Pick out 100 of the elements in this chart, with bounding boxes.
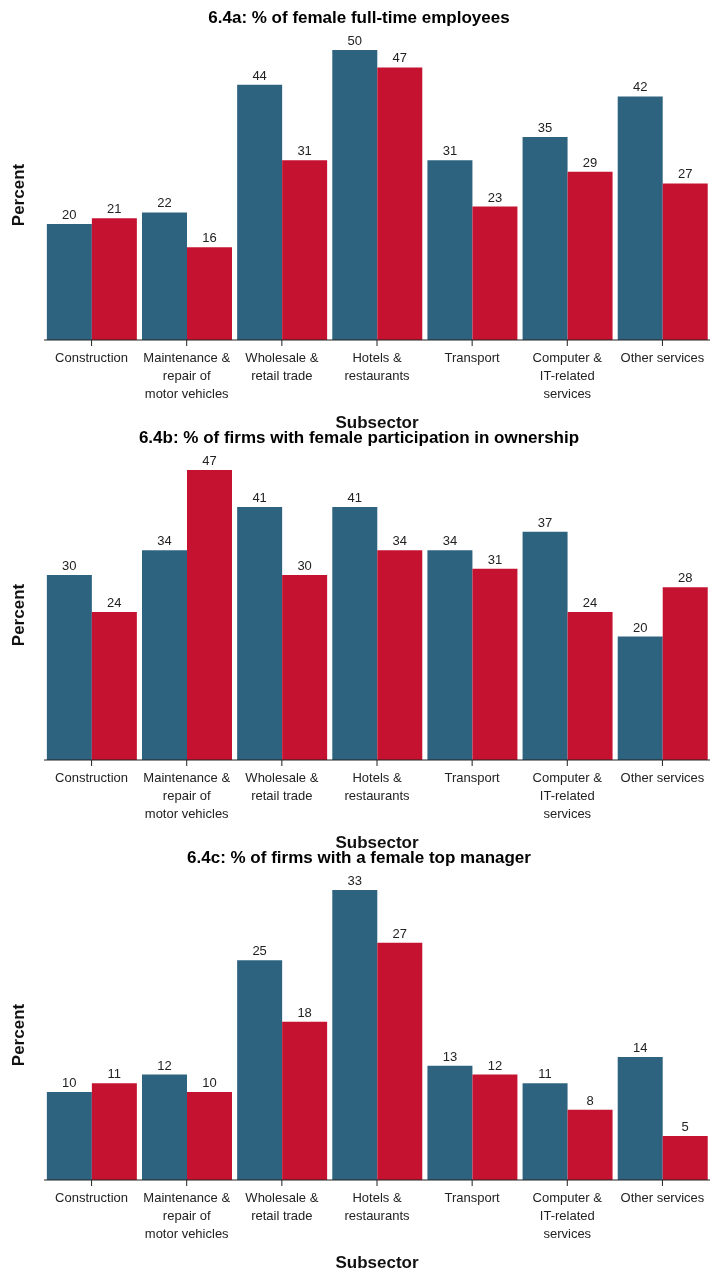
bar (91, 1083, 137, 1180)
bar (377, 942, 423, 1180)
data-label: 29 (582, 154, 598, 170)
x-tick-label: Construction (55, 770, 129, 785)
y-axis-title: Percent (9, 583, 29, 647)
data-label: 34 (157, 533, 172, 549)
x-tick-label: Hotels & restaurants (344, 350, 411, 383)
bar (427, 1065, 473, 1180)
data-label: 8 (586, 1092, 594, 1108)
bar (662, 587, 708, 760)
data-label: 27 (677, 166, 693, 182)
data-label: 47 (392, 50, 408, 66)
data-label: 34 (392, 533, 408, 549)
y-axis-title: Percent (9, 1003, 29, 1067)
data-label: 41 (347, 490, 363, 506)
data-label: 12 (487, 1057, 503, 1073)
bar (237, 84, 283, 340)
bar (377, 550, 423, 760)
bar (332, 507, 378, 760)
x-tick-label: Computer & IT-related services (532, 350, 603, 401)
data-label: 35 (537, 120, 553, 135)
bar (46, 574, 92, 760)
bar (91, 218, 137, 340)
data-label: 31 (442, 143, 458, 159)
data-label: 21 (107, 201, 122, 217)
x-tick-label: Transport (444, 770, 501, 785)
bar (522, 137, 568, 340)
data-label: 10 (62, 1075, 77, 1091)
data-label: 12 (157, 1057, 172, 1073)
data-label: 22 (157, 195, 172, 211)
data-label: 41 (252, 490, 267, 506)
data-label: 5 (681, 1119, 689, 1135)
x-tick-label: Construction (55, 1190, 129, 1205)
bar (91, 611, 137, 760)
bar (522, 531, 568, 760)
data-label: 37 (537, 514, 553, 530)
bar (472, 1074, 518, 1180)
bar (472, 206, 518, 340)
x-tick-label: Transport (444, 350, 501, 365)
y-axis-title: Percent (9, 163, 29, 227)
data-label: 34 (442, 533, 458, 549)
data-label: 20 (62, 207, 77, 222)
bar (46, 224, 92, 340)
data-label: 44 (252, 67, 267, 83)
bar (472, 568, 518, 760)
data-label: 42 (632, 79, 648, 95)
data-label: 20 (632, 619, 648, 635)
data-label: 33 (347, 873, 363, 888)
data-label: 30 (62, 557, 77, 573)
data-label: 10 (202, 1075, 217, 1091)
data-label: 13 (442, 1048, 458, 1064)
bar (282, 160, 328, 340)
data-label: 27 (392, 925, 408, 941)
x-tick-label: Computer & IT-related services (532, 1190, 603, 1241)
bar (46, 1092, 92, 1180)
bar (617, 1056, 663, 1180)
bar (617, 96, 663, 340)
x-tick-label: Transport (444, 1190, 501, 1205)
bar (377, 67, 423, 340)
bar (237, 960, 283, 1180)
bar (282, 574, 328, 760)
bar (142, 212, 187, 340)
x-tick-label: Maintenance & repair of motor vehicles (143, 1190, 231, 1241)
chart-title: 6.4a: % of female full-time employees (207, 8, 511, 29)
x-tick-label: Computer & IT-related services (532, 770, 603, 821)
x-tick-label: Maintenance & repair of motor vehicles (143, 770, 231, 821)
bar (237, 507, 283, 760)
bar (522, 1083, 568, 1180)
bar (142, 550, 187, 760)
bar (662, 1136, 708, 1180)
bar (282, 1021, 328, 1180)
data-label: 25 (252, 943, 267, 959)
data-label: 23 (487, 189, 503, 205)
x-tick-label: Other services (620, 770, 705, 785)
data-label: 14 (632, 1039, 648, 1055)
x-tick-label: Wholesale & retail trade (245, 350, 319, 383)
x-tick-label: Construction (55, 350, 129, 365)
bar (332, 890, 378, 1180)
x-tick-label: Hotels & restaurants (344, 1190, 411, 1223)
data-label: 47 (202, 453, 217, 468)
data-label: 31 (487, 551, 503, 567)
data-label: 16 (202, 230, 217, 246)
bar (187, 1092, 232, 1180)
bar (662, 183, 708, 340)
data-label: 11 (107, 1066, 122, 1082)
data-label: 24 (582, 594, 598, 610)
data-label: 50 (347, 33, 363, 48)
bar (427, 160, 473, 340)
x-tick-label: Maintenance & repair of motor vehicles (143, 350, 231, 401)
data-label: 30 (297, 557, 312, 573)
data-label: 28 (677, 570, 693, 586)
bar (567, 611, 613, 760)
bar (142, 1074, 187, 1180)
x-tick-label: Hotels & restaurants (344, 770, 411, 803)
bar (567, 171, 613, 340)
data-label: 31 (297, 143, 312, 159)
data-label: 24 (107, 594, 122, 610)
x-axis-title: Subsector (335, 1253, 419, 1272)
x-tick-label: Wholesale & retail trade (245, 1190, 319, 1223)
x-tick-label: Other services (620, 1190, 705, 1205)
